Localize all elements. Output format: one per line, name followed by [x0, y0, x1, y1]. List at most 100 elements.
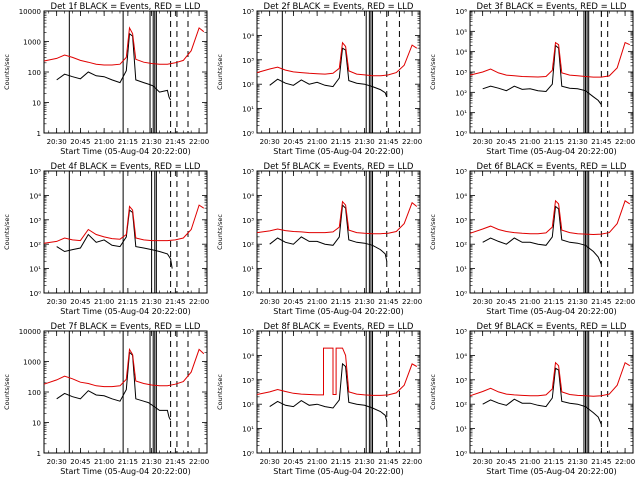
detector-panel-1: Det 1f BLACK = Events, RED = LLD Counts/s… [0, 0, 213, 160]
series-line-events [482, 367, 602, 425]
x-tick-label: 22:00 [402, 138, 422, 146]
x-tick-label: 20:30 [47, 138, 67, 146]
detector-panel-4: Det 4f BLACK = Events, RED = LLD Counts/s… [0, 160, 213, 320]
plot-frame [469, 330, 634, 454]
chart-svg: Det 2f BLACK = Events, RED = LLD Counts/s… [216, 2, 422, 156]
x-tick-label: 20:45 [496, 298, 516, 306]
y-tick-label: 10³ [455, 377, 467, 385]
y-tick-label: 10000 [19, 8, 41, 16]
x-tick-label: 21:15 [331, 458, 351, 466]
x-tick-label: 21:45 [591, 298, 611, 306]
y-tick-label: 10⁰ [242, 450, 254, 458]
chart-svg: Det 9f BLACK = Events, RED = LLD Counts/s… [429, 322, 635, 476]
plot-frame [43, 170, 208, 294]
y-axis-label: Counts/sec [3, 214, 11, 250]
x-tick-label: 22:00 [615, 298, 635, 306]
x-tick-label: 21:00 [520, 458, 540, 466]
y-tick-label: 10⁵ [455, 328, 467, 336]
x-tick-label: 22:00 [189, 458, 209, 466]
x-tick-label: 21:30 [355, 458, 375, 466]
chart-title: Det 5f BLACK = Events, RED = LLD [264, 162, 414, 172]
chart-title: Det 6f BLACK = Events, RED = LLD [477, 162, 627, 172]
x-tick-label: 20:30 [260, 458, 280, 466]
x-axis-label: Start Time (05-Aug-04 20:22:00) [273, 147, 404, 156]
x-tick-label: 20:30 [473, 138, 493, 146]
y-tick-label: 10 [32, 100, 41, 108]
x-tick-label: 22:00 [189, 298, 209, 306]
x-tick-label: 21:45 [591, 458, 611, 466]
y-tick-label: 10¹ [242, 106, 254, 114]
y-tick-label: 10³ [455, 217, 467, 225]
y-tick-label: 10³ [455, 69, 467, 77]
x-tick-label: 22:00 [402, 298, 422, 306]
y-tick-label: 1 [37, 130, 41, 138]
x-tick-label: 21:15 [118, 298, 138, 306]
y-tick-label: 10⁰ [29, 290, 41, 298]
y-tick-label: 10¹ [455, 426, 467, 434]
x-tick-label: 21:45 [165, 298, 185, 306]
chart-title: Det 8f BLACK = Events, RED = LLD [264, 322, 414, 332]
detector-panel-7: Det 7f BLACK = Events, RED = LLD Counts/s… [0, 320, 213, 480]
x-tick-label: 21:00 [94, 458, 114, 466]
y-tick-label: 10⁵ [29, 168, 41, 176]
x-axis-label: Start Time (05-Aug-04 20:22:00) [60, 147, 191, 156]
series-line-events [56, 351, 172, 421]
x-tick-label: 20:30 [260, 298, 280, 306]
y-tick-label: 10² [242, 81, 254, 89]
series-line-lld [43, 204, 205, 244]
detector-panel-6: Det 6f BLACK = Events, RED = LLD Counts/s… [426, 160, 639, 320]
x-tick-label: 21:15 [544, 458, 564, 466]
y-tick-label: 10⁴ [242, 352, 254, 360]
series-line-lld [469, 361, 631, 397]
x-tick-label: 20:45 [283, 458, 303, 466]
x-tick-label: 22:00 [189, 138, 209, 146]
detector-panel-8: Det 8f BLACK = Events, RED = LLD Counts/s… [213, 320, 426, 480]
x-tick-label: 21:30 [142, 138, 162, 146]
chart-title: Det 1f BLACK = Events, RED = LLD [51, 2, 201, 12]
chart-title: Det 3f BLACK = Events, RED = LLD [477, 2, 627, 12]
y-tick-label: 10¹ [455, 110, 467, 118]
chart-svg: Det 6f BLACK = Events, RED = LLD Counts/s… [429, 162, 635, 316]
x-tick-label: 21:00 [520, 138, 540, 146]
x-tick-label: 21:00 [94, 138, 114, 146]
y-tick-label: 10² [242, 401, 254, 409]
y-tick-label: 10⁰ [455, 130, 467, 138]
x-tick-label: 20:30 [473, 298, 493, 306]
chart-title: Det 7f BLACK = Events, RED = LLD [51, 322, 201, 332]
plot-frame [256, 10, 421, 134]
detector-panel-3: Det 3f BLACK = Events, RED = LLD Counts/s… [426, 0, 639, 160]
series-line-events [56, 32, 172, 101]
y-tick-label: 1 [37, 450, 41, 458]
x-tick-label: 21:15 [118, 458, 138, 466]
series-line-events [269, 47, 388, 98]
x-axis-label: Start Time (05-Aug-04 20:22:00) [60, 467, 191, 476]
x-tick-label: 21:45 [378, 298, 398, 306]
x-tick-label: 21:30 [142, 298, 162, 306]
y-axis-label: Counts/sec [429, 214, 437, 250]
y-axis-label: Counts/sec [216, 54, 224, 90]
y-tick-label: 1000 [23, 359, 41, 367]
x-tick-label: 21:30 [568, 138, 588, 146]
y-tick-label: 10⁴ [242, 192, 254, 200]
plot-frame [469, 170, 634, 294]
y-tick-label: 10³ [242, 217, 254, 225]
x-tick-label: 20:30 [260, 138, 280, 146]
y-tick-label: 10⁴ [242, 32, 254, 40]
x-tick-label: 21:15 [544, 298, 564, 306]
y-tick-label: 10⁴ [455, 352, 467, 360]
y-tick-label: 10⁵ [242, 8, 254, 16]
x-tick-label: 21:45 [378, 138, 398, 146]
x-tick-label: 21:30 [142, 458, 162, 466]
y-tick-label: 10⁴ [29, 192, 41, 200]
y-tick-label: 10¹ [242, 426, 254, 434]
x-axis-label: Start Time (05-Aug-04 20:22:00) [486, 467, 617, 476]
y-tick-label: 10² [29, 241, 41, 249]
x-tick-label: 21:30 [568, 458, 588, 466]
x-tick-label: 20:45 [283, 298, 303, 306]
y-tick-label: 1000 [23, 39, 41, 47]
y-tick-label: 10² [455, 401, 467, 409]
y-tick-label: 10¹ [242, 266, 254, 274]
x-tick-label: 20:45 [70, 138, 90, 146]
x-tick-label: 21:15 [118, 138, 138, 146]
x-tick-label: 21:00 [307, 298, 327, 306]
